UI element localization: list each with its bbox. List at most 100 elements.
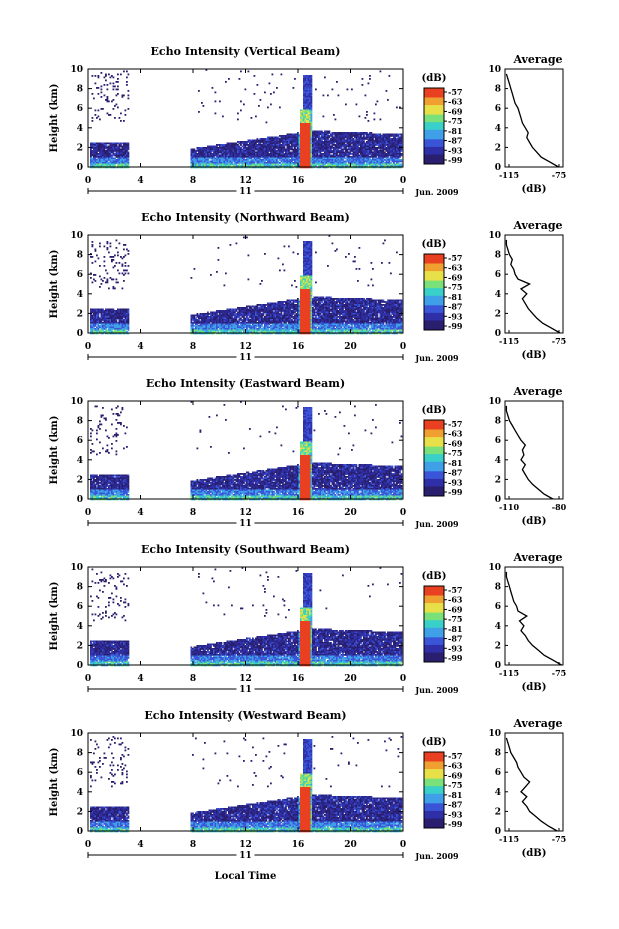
heatmap-cell [201, 331, 203, 333]
heatmap-cell [231, 154, 233, 157]
heatmap-cell [105, 99, 107, 101]
heatmap-cell [258, 147, 260, 149]
heatmap-cell [256, 162, 259, 164]
heatmap-cell [288, 142, 290, 145]
heatmap-cell [214, 331, 217, 333]
heatmap-cell [253, 329, 256, 332]
heatmap-cell [97, 308, 100, 311]
heatmap-cell [345, 148, 347, 151]
heatmap-cell [229, 157, 232, 160]
heatmap-cell [325, 159, 328, 161]
heatmap-cell [307, 90, 310, 92]
heatmap-cell [367, 136, 370, 139]
heatmap-cell [307, 133, 310, 136]
heatmap-cell [270, 141, 272, 143]
heatmap-cell [193, 157, 196, 160]
heatmap-cell [204, 153, 206, 155]
heatmap-cell [307, 151, 310, 154]
heatmap-cell [250, 311, 253, 314]
heatmap-cell [390, 138, 392, 140]
heatmap-cell [306, 97, 308, 100]
heatmap-cell [240, 319, 242, 321]
heatmap-cell [190, 316, 193, 318]
heatmap-cell [201, 314, 203, 317]
heatmap-cell [109, 328, 112, 330]
heatmap-cell [394, 135, 397, 137]
heatmap-cell [126, 331, 128, 333]
heatmap-cell [127, 329, 130, 332]
heatmap-cell [123, 156, 125, 158]
heatmap-cell [352, 156, 355, 158]
heatmap-cell [388, 144, 391, 146]
heatmap-cell [307, 129, 310, 131]
heatmap-cell [252, 145, 254, 148]
heatmap-cell [126, 311, 128, 314]
heatmap-cell [324, 138, 326, 140]
heatmap-cell [286, 154, 289, 157]
heatmap-cell [241, 160, 244, 163]
heatmap-cell [237, 154, 239, 157]
heatmap-cell [394, 157, 397, 160]
heatmap-cell [397, 163, 400, 166]
heatmap-cell [109, 151, 112, 154]
heatmap-cell [199, 159, 202, 161]
heatmap-cell [390, 147, 392, 149]
heatmap-cell [99, 163, 101, 166]
heatmap-cell [100, 328, 103, 330]
heatmap-cell [93, 274, 95, 276]
heatmap-cell [235, 310, 238, 312]
heatmap-cell [292, 141, 295, 143]
heatmap-cell [250, 326, 253, 329]
heatmap-cell [124, 320, 127, 323]
heatmap-cell [313, 141, 316, 143]
heatmap-cell [114, 145, 116, 148]
heatmap-cell [102, 162, 104, 164]
heatmap-cell [261, 145, 263, 148]
heatmap-cell [202, 328, 205, 330]
heatmap-cell [118, 144, 121, 146]
heatmap-cell [330, 160, 332, 163]
heatmap-cell [246, 314, 248, 317]
heatmap-cell [226, 163, 229, 166]
heatmap-cell [292, 159, 295, 161]
heatmap-cell [217, 326, 220, 329]
heatmap-cell [295, 136, 298, 139]
heatmap-cell [306, 154, 308, 157]
heatmap-cell [264, 145, 266, 148]
heatmap-cell [240, 331, 242, 333]
heatmap-cell [261, 144, 263, 146]
heatmap-cell [318, 151, 320, 154]
heatmap-cell [270, 145, 272, 148]
heatmap-cell [367, 133, 370, 136]
heatmap-cell [193, 156, 196, 158]
heatmap-cell [223, 320, 226, 323]
heatmap-cell [388, 133, 391, 136]
heatmap-cell [223, 311, 226, 314]
heatmap-cell [246, 147, 248, 149]
heatmap-cell [220, 163, 223, 166]
heatmap-cell [385, 160, 388, 163]
heatmap-cell [115, 88, 118, 91]
heatmap-cell [199, 323, 202, 326]
heatmap-cell [376, 151, 379, 154]
heatmap-cell [294, 142, 296, 145]
heatmap-cell [249, 162, 251, 164]
colorbar-segment [424, 152, 444, 155]
heatmap-cell [111, 322, 113, 324]
heatmap-cell [279, 147, 281, 149]
heatmap-cell [384, 144, 386, 146]
heatmap-cell [205, 162, 208, 164]
heatmap-cell [339, 144, 341, 146]
heatmap-cell [367, 144, 370, 146]
heatmap-cell [276, 141, 278, 143]
day-label: 11 [239, 187, 252, 197]
heatmap-cell [97, 322, 100, 324]
heatmap-cell [243, 314, 245, 317]
heatmap-cell [235, 242, 238, 245]
heatmap-cell [99, 325, 101, 327]
heatmap-cell [300, 124, 302, 127]
heatmap-cell [211, 150, 214, 152]
heatmap-cell [288, 160, 290, 163]
heatmap-cell [291, 154, 293, 157]
heatmap-cell [373, 157, 376, 160]
